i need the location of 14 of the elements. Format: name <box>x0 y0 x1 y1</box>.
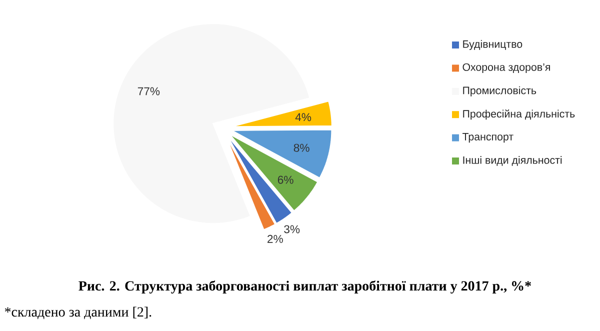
data-label: 6% <box>278 176 294 184</box>
data-label: 3% <box>284 225 300 234</box>
legend-label: Охорона здоров’я <box>462 63 550 74</box>
data-label: 2% <box>268 234 283 243</box>
data-label: 8% <box>294 144 310 152</box>
text: Рис. 2. Структура заборгованості виплат заробітної плати у 2017 р., %* <box>78 280 531 294</box>
legend-label: Будівництво <box>463 40 522 50</box>
legend-label: Транспорт <box>462 133 514 143</box>
data-label: 77% <box>138 87 160 96</box>
data-label: 4% <box>295 113 312 122</box>
legend-label: Професійна діяльність <box>463 110 575 120</box>
legend-label: Інші види діяльності <box>463 156 562 166</box>
legend-label: Промисловість <box>463 86 536 96</box>
text: *складено за даними [2]. <box>4 306 152 320</box>
